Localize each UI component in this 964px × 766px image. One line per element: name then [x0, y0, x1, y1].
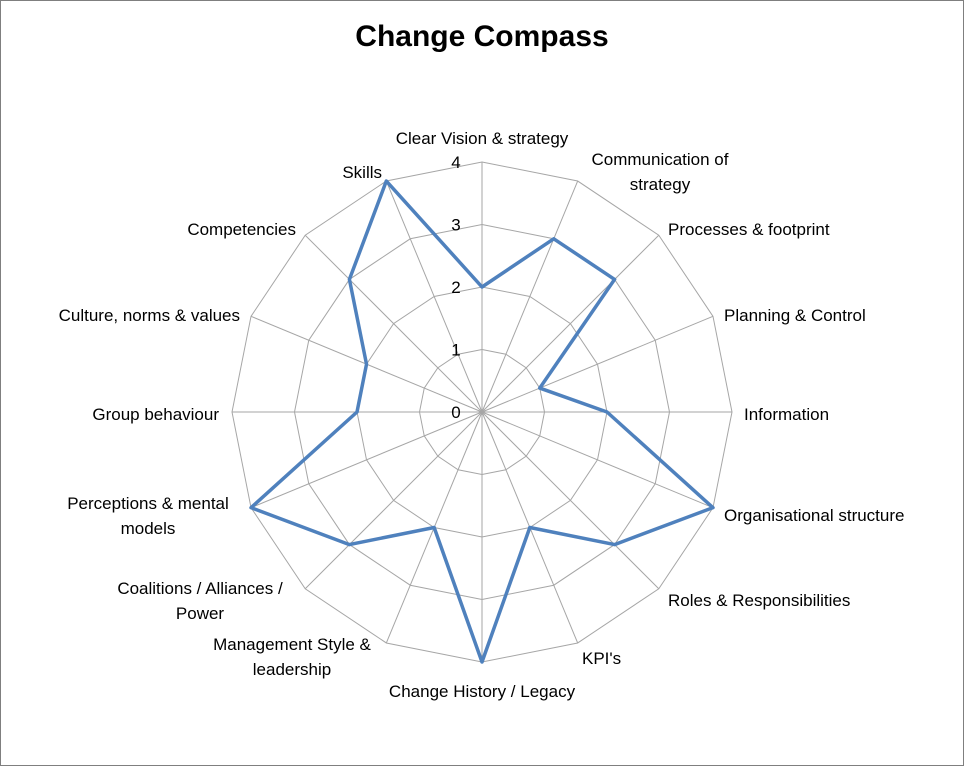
data-point — [347, 543, 351, 547]
data-point — [249, 506, 253, 510]
spoke-11 — [250, 411, 483, 509]
series-layer — [249, 179, 715, 664]
category-label: Information — [744, 405, 829, 424]
grid — [231, 161, 733, 663]
spoke-6 — [481, 411, 660, 590]
tick-label: 1 — [451, 341, 460, 360]
data-point — [613, 543, 617, 547]
category-label: Clear Vision & strategy — [396, 129, 569, 148]
category-label: Management Style & leadership — [213, 635, 371, 679]
category-label: Change History / Legacy — [389, 682, 576, 701]
data-point — [538, 386, 542, 390]
spoke-2 — [481, 234, 660, 413]
data-point — [365, 362, 369, 366]
category-label: Communication of strategy — [591, 150, 728, 194]
tick-label: 3 — [451, 216, 460, 235]
data-point — [480, 285, 484, 289]
category-label: Planning & Control — [724, 306, 866, 325]
data-point — [384, 179, 388, 183]
data-point — [347, 277, 351, 281]
data-point — [613, 277, 617, 281]
category-label: Perceptions & mental models — [67, 494, 229, 538]
category-label: Organisational structure — [724, 506, 904, 525]
data-point — [480, 660, 484, 664]
category-label: Competencies — [187, 220, 296, 239]
spoke-3 — [481, 315, 714, 413]
category-label: Roles & Responsibilities — [668, 591, 850, 610]
category-label: Processes & footprint — [668, 220, 830, 239]
spoke-14 — [304, 234, 483, 413]
data-point — [355, 410, 359, 414]
tick-label: 2 — [451, 278, 460, 297]
category-label: Culture, norms & values — [59, 306, 240, 325]
category-label: KPI's — [582, 649, 621, 668]
category-label: Coalitions / Alliances / Power — [117, 579, 283, 623]
data-point — [528, 525, 532, 529]
category-label: Group behaviour — [92, 405, 219, 424]
spoke-5 — [481, 411, 714, 509]
data-point — [432, 525, 436, 529]
data-point — [711, 506, 715, 510]
spoke-1 — [481, 180, 579, 413]
axis-labels: Clear Vision & strategy Communication of s… — [59, 129, 905, 701]
data-point — [605, 410, 609, 414]
chart-title: Change Compass — [355, 20, 609, 53]
data-point — [552, 237, 556, 241]
tick-label: 0 — [451, 403, 460, 422]
spoke-10 — [304, 411, 483, 590]
category-label: Skills — [342, 163, 382, 182]
spoke-15 — [385, 180, 483, 413]
tick-labels: 0 1 2 3 4 — [451, 153, 460, 422]
tick-label: 4 — [451, 153, 460, 172]
